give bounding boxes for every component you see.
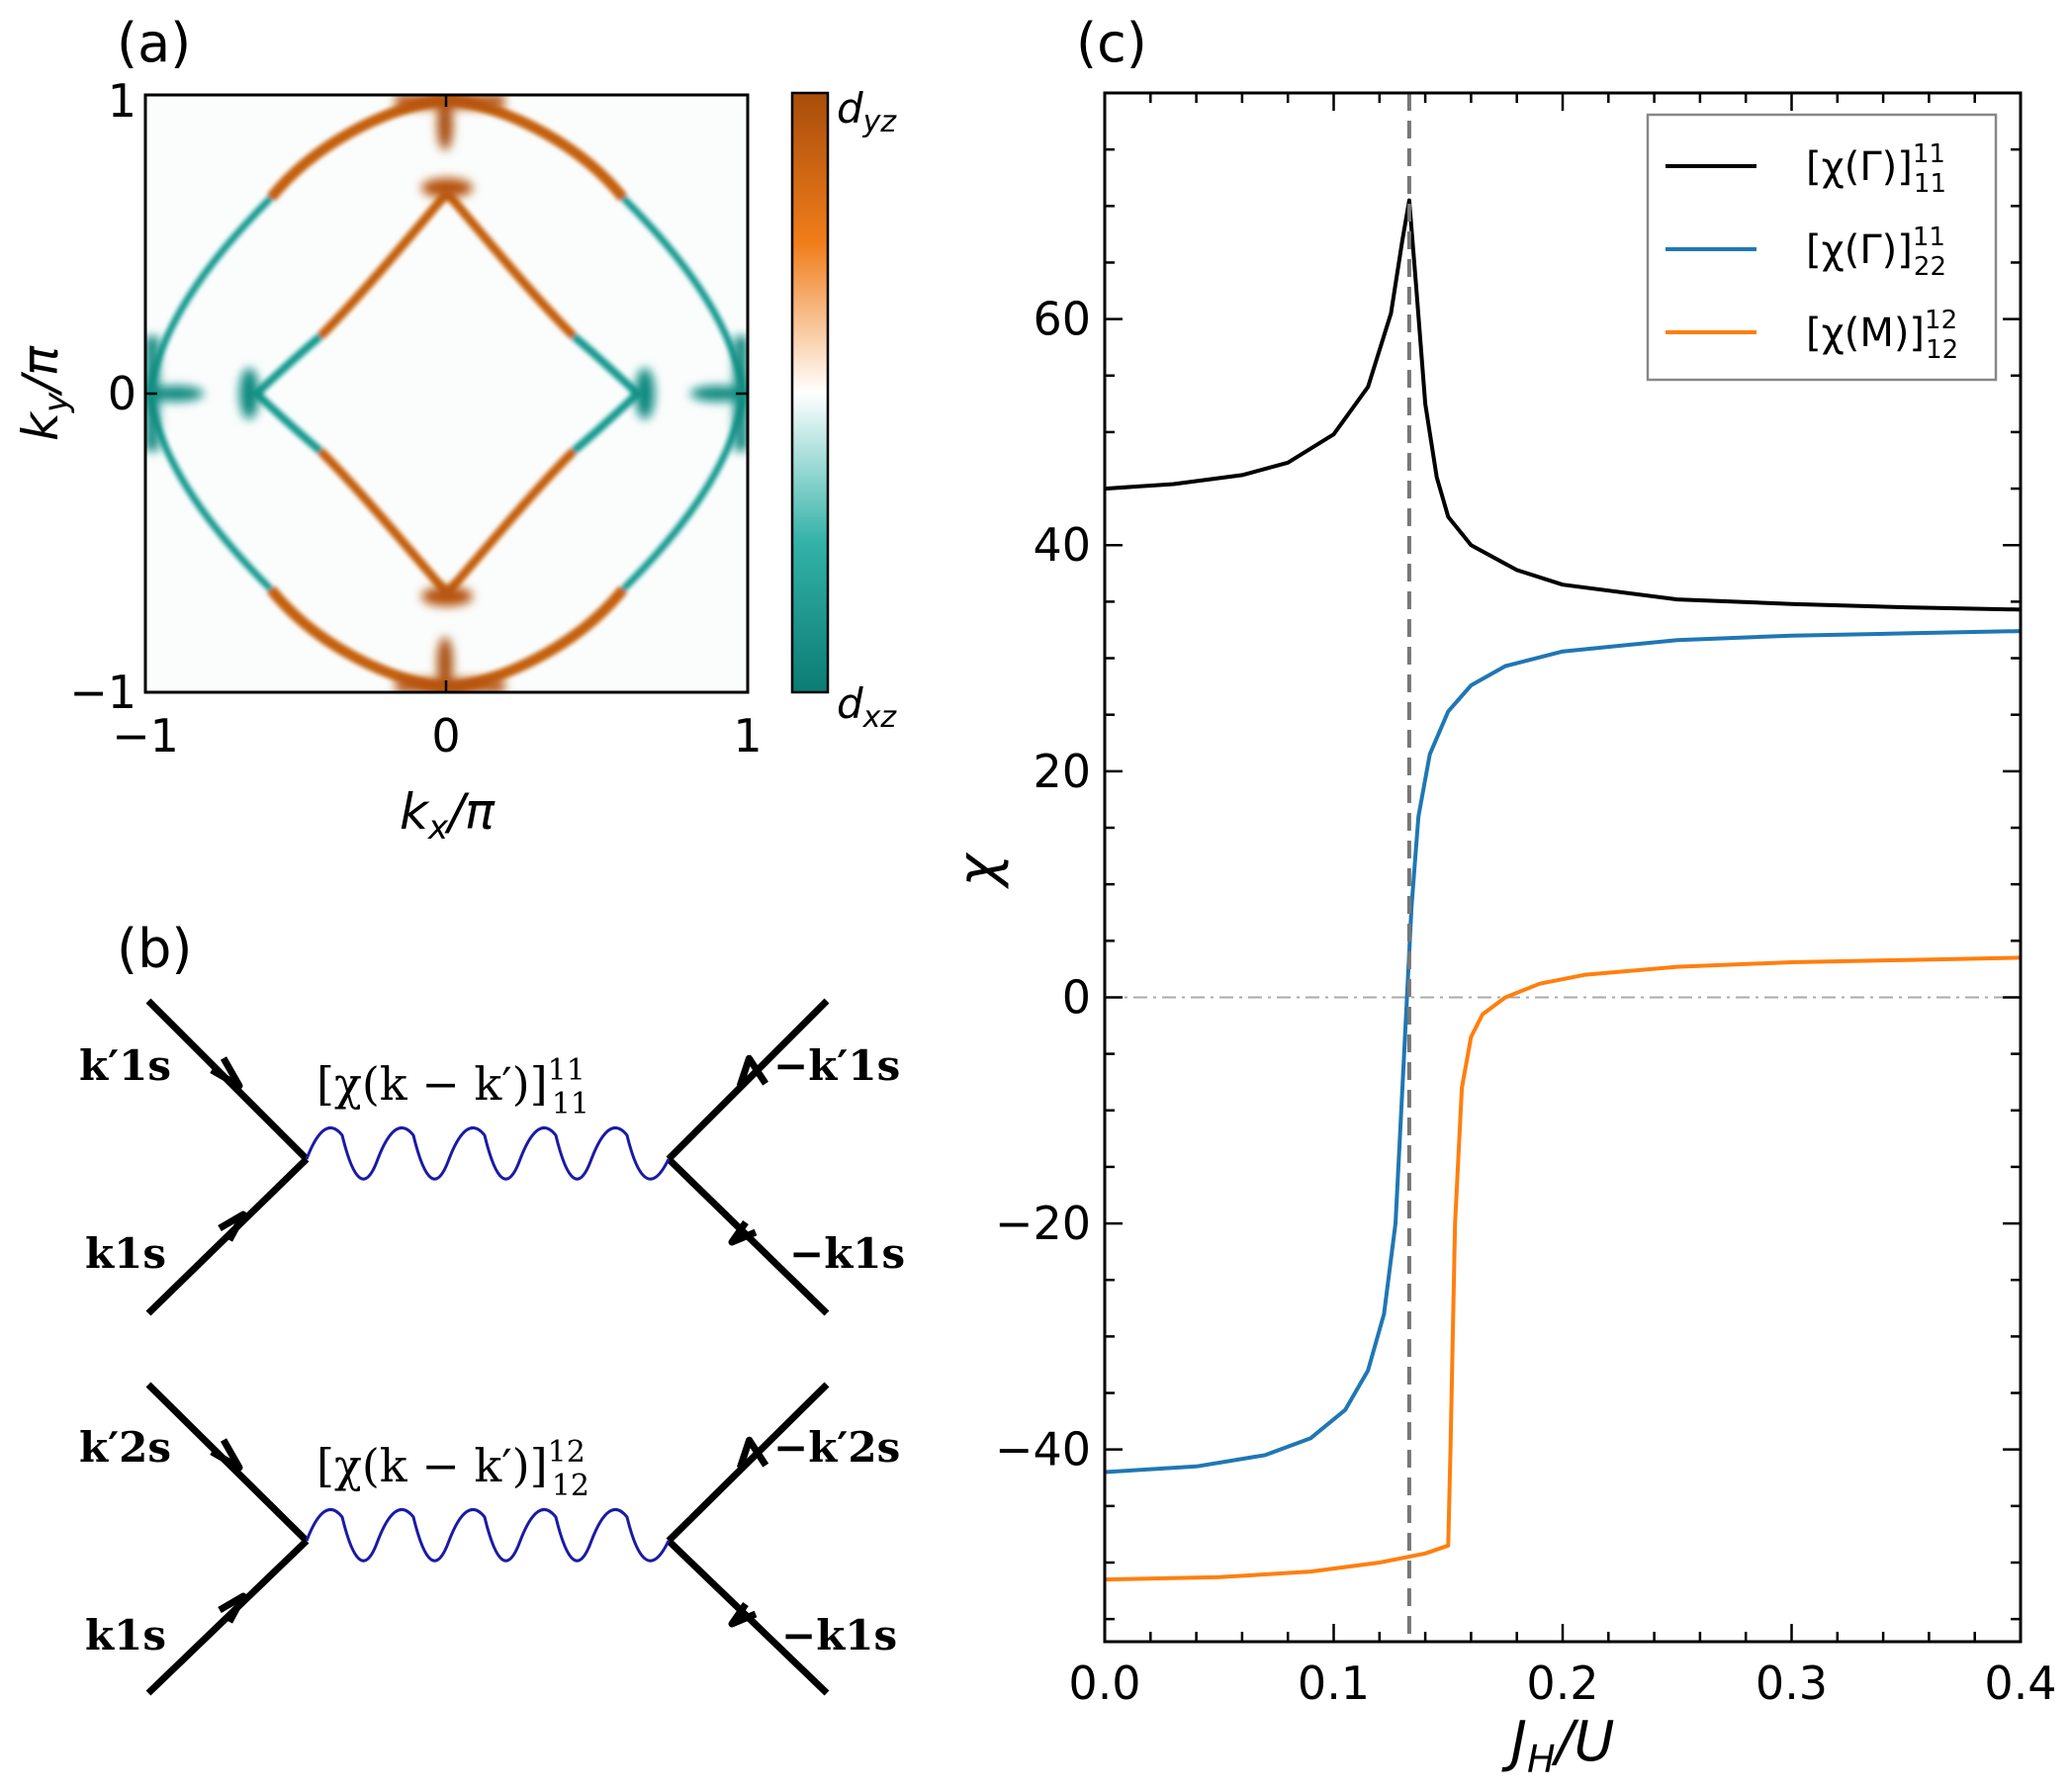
fermion-line [145,1156,310,1316]
x-tick-label: 0.3 [1756,1657,1828,1710]
interaction-wave [305,1507,671,1563]
arrow-icon [218,1592,247,1624]
panel-a: (a) [12,12,897,848]
fermion-line [145,1538,310,1696]
interaction-wave [305,1125,671,1181]
panel-a-ytick: −1 [69,666,136,719]
leg-label-bottom-left: k1s [85,1229,166,1278]
x-tick-label: 0.0 [1068,1657,1140,1710]
colorbar-bottom-label: dxz [837,679,897,735]
x-tick-label: 0.2 [1526,1657,1598,1710]
propagator-label: [χ(k − k′)]12 12 [316,1435,589,1503]
y-tick-label: 20 [1033,745,1091,798]
y-tick-label: 60 [1033,293,1091,346]
leg-label-top-left: k′2s [79,1423,171,1472]
panel-a-xtick: 1 [733,709,762,762]
panel-a-label: (a) [117,12,191,74]
x-tick-label: 0.4 [1984,1657,2056,1710]
leg-label-top-left: k′1s [79,1041,171,1090]
panel-a-ylabel: ky/π [12,345,76,441]
legend: [χ(Γ)]11 11 [χ(Γ)]11 22 [χ(M)]12 12 [1646,113,1998,382]
panel-c-ylabel: χ [946,852,1011,890]
legend-label: [χ(Γ)]11 11 [1806,139,1946,199]
fermi-surface-map [145,95,748,692]
leg-label-bottom-right: −k1s [789,1229,905,1278]
panel-a-ytick: 1 [108,74,136,128]
arrow-icon [210,1438,243,1472]
panel-b-label: (b) [117,918,192,980]
leg-label-bottom-left: k1s [85,1611,166,1659]
panel-c-axes: 0.0 0.1 0.2 0.3 0.4 −40 −20 0 20 40 60 [995,93,2057,1710]
arrow-icon [736,1436,769,1470]
series-line [1105,629,2021,1475]
legend-label: [χ(Γ)]11 22 [1806,223,1946,282]
panel-a-xtick: 0 [431,709,460,762]
y-tick-label: −20 [995,1197,1091,1250]
colorbar: dyz dxz [790,84,897,735]
plot-area [1105,93,2021,1642]
propagator-label: [χ(k − k′)]11 11 [316,1053,589,1121]
panel-c-xlabel: JH/U [1501,1710,1615,1781]
y-tick-label: 40 [1033,518,1091,572]
panel-a-xlabel: kx/π [400,783,495,848]
leg-label-bottom-right: −k1s [781,1611,897,1659]
leg-label-top-right: −k′2s [773,1423,900,1472]
y-tick-label: 0 [1062,970,1091,1024]
leg-label-top-right: −k′1s [773,1041,900,1090]
arrow-icon [218,1210,247,1242]
series-line [1105,198,2021,612]
panel-a-xtick: −1 [112,709,179,762]
x-tick-label: 0.1 [1298,1657,1370,1710]
arrow-icon [728,1219,758,1246]
panel-a-ticks [143,93,750,694]
fermion-line [666,998,830,1162]
panel-a-ytick: 0 [108,367,136,420]
feynman-diagram-inter: [χ(k − k′)]12 12 k′2s k1s −k′2s −k1s [79,1382,900,1696]
colorbar-top-label: dyz [837,84,897,139]
arrow-icon [728,1601,758,1628]
legend-label: [χ(M)]12 12 [1806,306,1958,365]
feynman-diagram-intra: [χ(k − k′)]11 11 k′1s k1s −k′1s −k1s [79,998,905,1316]
arrow-icon [210,1056,243,1090]
panel-b: (b) [χ(k − k′)]11 11 k′1s k1s −k′1s −k1s [79,918,905,1696]
y-tick-label: −40 [995,1423,1091,1477]
panel-c-label: (c) [1076,12,1147,74]
fermion-line [666,1382,830,1544]
arrow-icon [736,1054,769,1088]
spectral-hotspots [145,95,748,692]
series-line [1105,955,2021,1582]
